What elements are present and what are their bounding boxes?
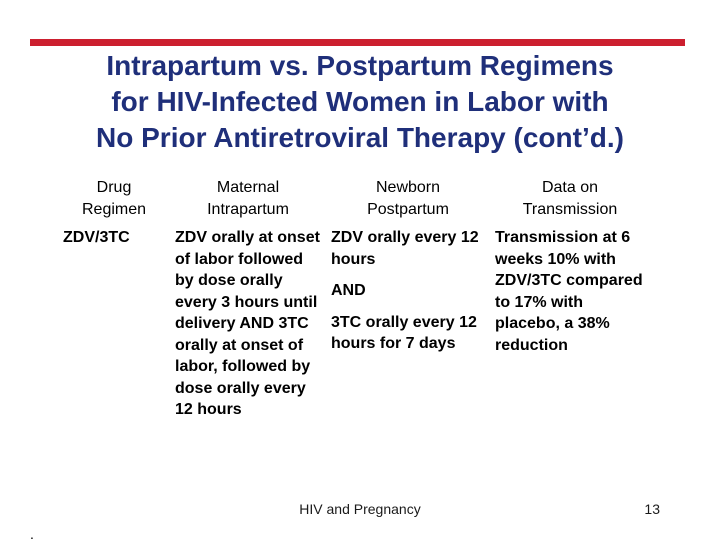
header-maternal-line2: Intrapartum bbox=[175, 198, 321, 220]
header-maternal-line1: Maternal bbox=[175, 177, 321, 199]
table-row: ZDV/3TC ZDV orally at onset of labor fol… bbox=[58, 225, 650, 421]
header-drug-regimen-line2: Regimen bbox=[63, 198, 165, 220]
cell-maternal-intrapartum: ZDV orally at onset of labor followed by… bbox=[175, 229, 320, 418]
title-line-3: No Prior Antiretroviral Therapy (cont’d.… bbox=[96, 122, 624, 153]
header-newborn-line1: Newborn bbox=[331, 177, 485, 199]
header-newborn-postpartum: Newborn Postpartum bbox=[326, 172, 490, 225]
footer-text: HIV and Pregnancy bbox=[299, 501, 421, 517]
accent-bar bbox=[30, 39, 685, 46]
footer-mark: . bbox=[30, 526, 34, 542]
cell-drug-regimen: ZDV/3TC bbox=[63, 229, 130, 246]
title-line-1: Intrapartum vs. Postpartum Regimens bbox=[106, 50, 614, 81]
header-data-on-transmission: Data on Transmission bbox=[490, 172, 650, 225]
table-header-row: Drug Regimen Maternal Intrapartum Newbor… bbox=[58, 172, 650, 225]
page-number: 13 bbox=[644, 501, 660, 517]
header-drug-regimen: Drug Regimen bbox=[58, 172, 170, 225]
header-drug-regimen-line1: Drug bbox=[63, 177, 165, 199]
cell-newborn-postpartum: ZDV orally every 12 hours AND 3TC orally… bbox=[326, 225, 490, 421]
header-transmission-line1: Data on bbox=[495, 177, 645, 199]
cell-data-on-transmission: Transmission at 6 weeks 10% with ZDV/3TC… bbox=[495, 229, 643, 354]
header-transmission-line2: Transmission bbox=[495, 198, 645, 220]
header-maternal-intrapartum: Maternal Intrapartum bbox=[170, 172, 326, 225]
newborn-paragraph-3: 3TC orally every 12 hours for 7 days bbox=[331, 313, 477, 353]
slide-title: Intrapartum vs. Postpartum Regimens for … bbox=[0, 48, 720, 156]
newborn-paragraph-2: AND bbox=[331, 282, 366, 299]
newborn-paragraph-1: ZDV orally every 12 hours bbox=[331, 229, 479, 268]
header-newborn-line2: Postpartum bbox=[331, 198, 485, 220]
regimen-table: Drug Regimen Maternal Intrapartum Newbor… bbox=[58, 172, 650, 421]
title-line-2: for HIV-Infected Women in Labor with bbox=[111, 86, 609, 117]
